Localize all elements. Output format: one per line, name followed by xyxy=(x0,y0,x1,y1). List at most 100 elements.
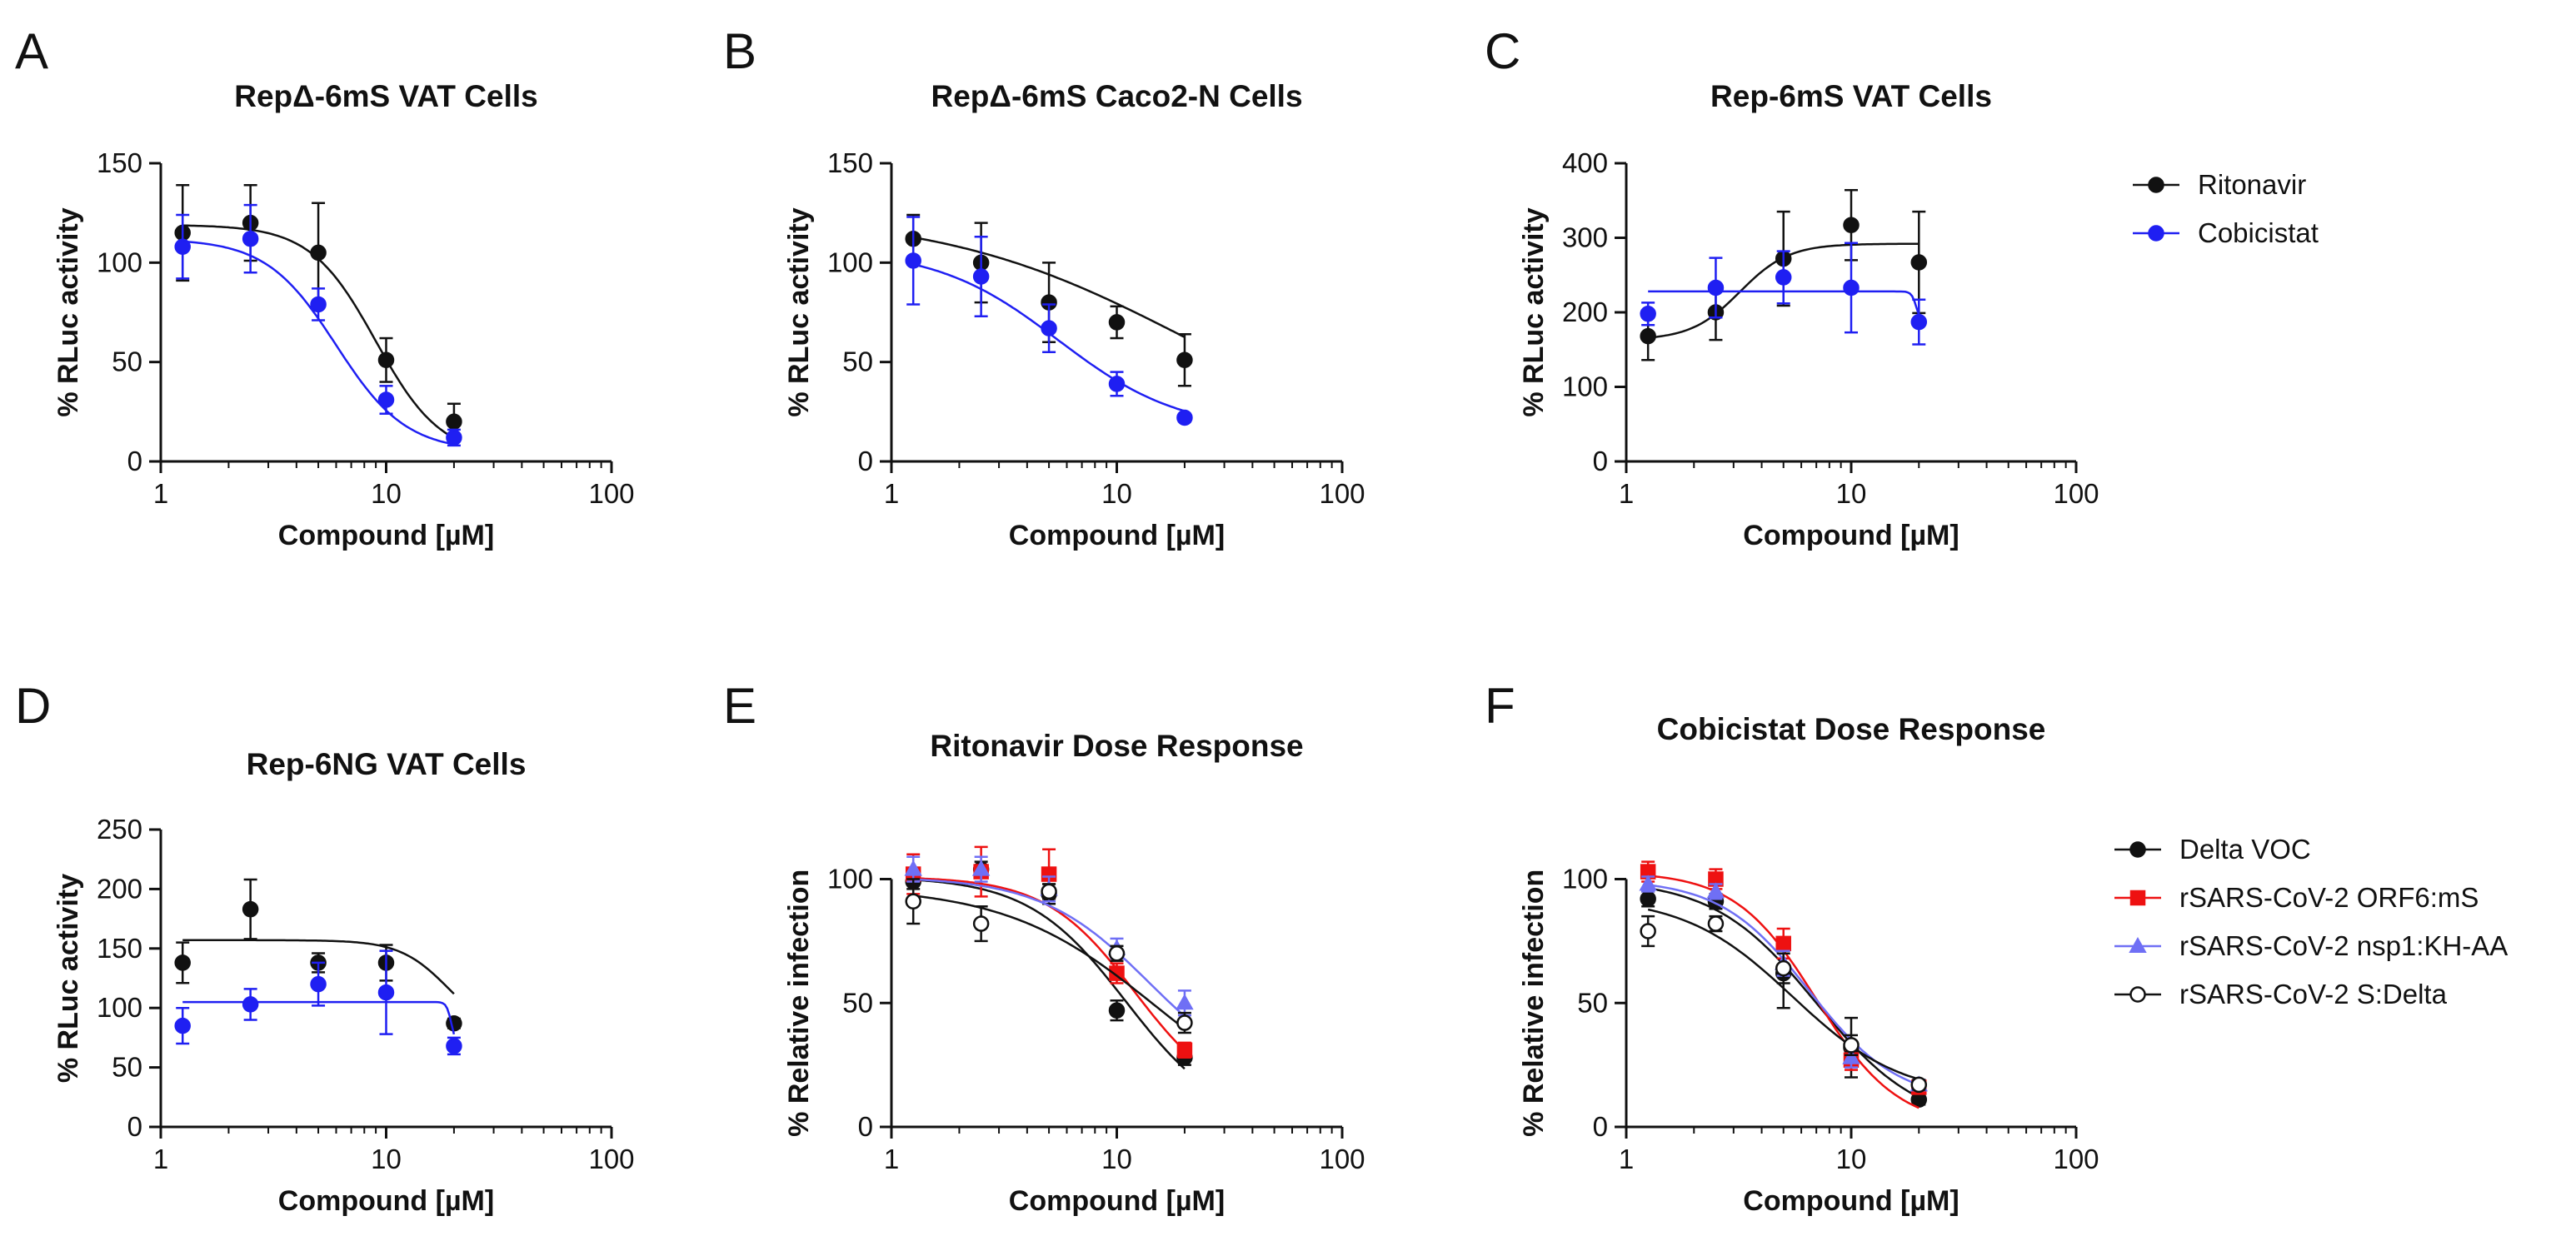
data-point-f xyxy=(1775,959,1792,977)
panel-e: E Ritonavir Dose Response 0 50 100 1 10 100 Comp… xyxy=(723,678,1365,1217)
y-tick-label-d: 150 xyxy=(97,933,142,964)
data-point-d xyxy=(174,1017,191,1034)
x-axis-label-d: Compound [µM] xyxy=(278,1185,494,1217)
legend-label: rSARS-CoV-2 nsp1:KH-AA xyxy=(2179,930,2508,961)
legend-label: Delta VOC xyxy=(2179,834,2311,865)
data-point-e xyxy=(972,915,990,932)
y-tick-label-f: 100 xyxy=(1562,864,1608,895)
y-axis-label-f: % Relative infection xyxy=(1518,870,1550,1137)
y-tick-label-b: 0 xyxy=(858,446,873,476)
data-point-d xyxy=(446,1038,462,1054)
data-point-d xyxy=(446,1015,462,1032)
data-point-a xyxy=(310,296,327,313)
data-point-f xyxy=(1706,882,1725,899)
x-tick-label-b: 10 xyxy=(1101,478,1132,509)
fit-curve-e-2 xyxy=(913,878,1186,1018)
data-point-e xyxy=(1176,994,1194,1010)
y-axis-label-e: % Relative infection xyxy=(783,870,815,1137)
legend-item: rSARS-CoV-2 S:Delta xyxy=(2114,979,2448,1009)
y-tick-label-e: 100 xyxy=(827,864,873,895)
data-point-b xyxy=(1176,409,1193,426)
y-tick-label-d: 50 xyxy=(112,1052,142,1083)
x-tick-label-b: 100 xyxy=(1319,478,1365,509)
data-point-f xyxy=(1707,915,1725,932)
y-tick-label-e: 0 xyxy=(858,1111,873,1142)
data-point-e xyxy=(1176,1014,1193,1031)
data-point-e xyxy=(1176,1042,1193,1059)
data-point-e xyxy=(904,860,922,876)
data-point-b xyxy=(1176,351,1193,369)
data-point-a xyxy=(174,238,191,255)
legend-label: Cobicistat xyxy=(2198,217,2319,248)
series-d-1 xyxy=(174,949,462,1056)
legend-item: Cobicistat xyxy=(2133,217,2319,248)
x-tick-label-d: 10 xyxy=(371,1144,402,1174)
chart-title-c: Rep-6mS VAT Cells xyxy=(1710,79,1992,113)
data-point-d xyxy=(242,900,259,918)
legend-item: rSARS-CoV-2 nsp1:KH-AA xyxy=(2114,930,2508,961)
legend-item: Ritonavir xyxy=(2133,169,2306,200)
y-tick-label-a: 0 xyxy=(127,446,142,476)
x-axis-label-b: Compound [µM] xyxy=(1009,520,1225,551)
y-axis-label-c: % RLuc activity xyxy=(1518,207,1550,416)
legend-label: rSARS-CoV-2 ORF6:mS xyxy=(2179,882,2479,913)
data-point-e xyxy=(1041,883,1057,900)
y-tick-label-a: 50 xyxy=(112,346,142,377)
data-point-f xyxy=(1842,1048,1860,1064)
panel-letter-c: C xyxy=(1485,23,1520,79)
data-point-c xyxy=(1843,279,1860,297)
panel-f: F Cobicistat Dose Response 0 50 100 1 10 100 Com… xyxy=(1485,678,2099,1217)
y-tick-label-c: 0 xyxy=(1593,446,1608,476)
data-point-d xyxy=(377,984,395,1001)
legend-marker xyxy=(2129,936,2147,953)
x-axis-label-a: Compound [µM] xyxy=(278,520,494,551)
data-point-b xyxy=(1108,376,1126,392)
data-point-b xyxy=(972,268,990,285)
data-point-d xyxy=(174,954,191,971)
legend-marker xyxy=(2129,841,2146,858)
legend-label: Ritonavir xyxy=(2198,169,2306,200)
panel-a: A RepΔ-6mS VAT Cells 0 50 100 150 1 10 100 Compou… xyxy=(15,23,635,551)
series-b-0 xyxy=(905,213,1193,387)
data-point-a xyxy=(377,391,395,408)
legend-item: rSARS-CoV-2 ORF6:mS xyxy=(2114,882,2479,913)
fit-curve-f-3 xyxy=(1647,908,1920,1080)
legend-label: rSARS-CoV-2 S:Delta xyxy=(2179,979,2448,1009)
series-f-3 xyxy=(1640,908,1928,1094)
series-b-1 xyxy=(905,216,1193,426)
x-tick-label-d: 100 xyxy=(588,1144,634,1174)
data-point-f xyxy=(1640,923,1656,939)
data-point-b xyxy=(905,252,921,269)
x-tick-label-c: 100 xyxy=(2053,478,2099,509)
panel-letter-a: A xyxy=(15,23,48,79)
y-tick-label-a: 100 xyxy=(97,247,142,277)
panel-letter-b: B xyxy=(723,23,756,79)
y-tick-label-c: 300 xyxy=(1562,222,1608,253)
series-e-3 xyxy=(905,878,1193,1034)
data-point-a xyxy=(446,429,462,446)
y-tick-label-e: 50 xyxy=(842,987,873,1018)
data-point-e xyxy=(1108,945,1126,962)
y-axis-label-b: % RLuc activity xyxy=(783,207,815,416)
data-point-e xyxy=(1108,1002,1126,1019)
y-tick-label-f: 0 xyxy=(1593,1111,1608,1142)
data-point-a xyxy=(242,230,259,247)
y-tick-label-b: 150 xyxy=(827,147,873,178)
data-point-a xyxy=(310,244,327,262)
data-point-c xyxy=(1640,327,1656,345)
fit-curve-d-0 xyxy=(182,939,455,995)
data-point-c xyxy=(1843,217,1860,234)
data-point-e xyxy=(905,893,921,910)
panel-letter-e: E xyxy=(723,678,756,734)
y-tick-label-c: 100 xyxy=(1562,371,1608,402)
data-point-f xyxy=(1639,875,1657,891)
y-tick-label-a: 150 xyxy=(97,147,142,178)
legend-marker xyxy=(2148,177,2164,193)
chart-title-f: Cobicistat Dose Response xyxy=(1657,712,2046,746)
data-point-f xyxy=(1910,1076,1928,1094)
y-tick-label-c: 200 xyxy=(1562,297,1608,327)
data-point-d xyxy=(242,996,259,1013)
legend-compounds: Ritonavir Cobicistat xyxy=(2133,169,2319,248)
data-point-c xyxy=(1775,269,1792,286)
x-tick-label-b: 1 xyxy=(884,478,899,509)
